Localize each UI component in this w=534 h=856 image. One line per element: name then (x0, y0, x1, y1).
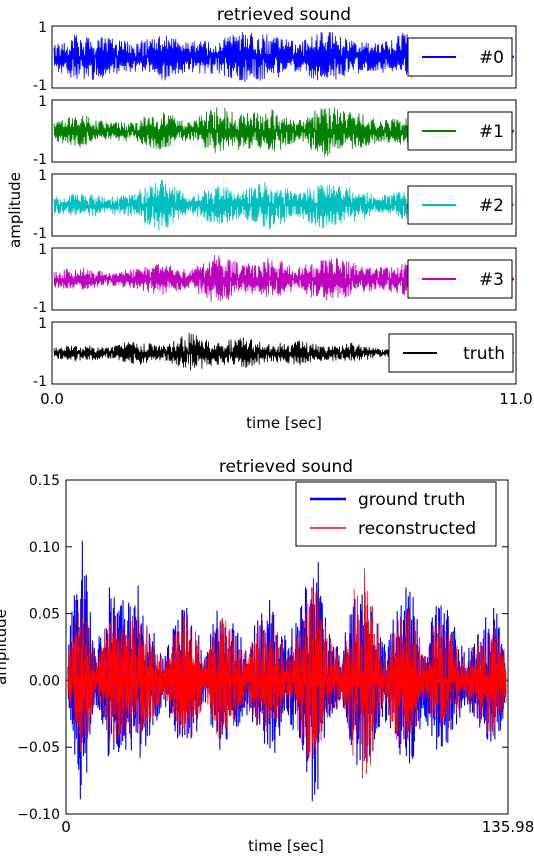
y-tick-label: 0.05 (29, 607, 60, 623)
panel-y-tick-bottom: -1 (33, 152, 47, 168)
bottom-chart-title: retrieved sound (219, 457, 353, 477)
panel-0: 1 -1 #0 (33, 20, 517, 94)
series-reconstructed (67, 568, 507, 779)
y-tick-label: 0.15 (29, 473, 60, 489)
bottom-chart-ylabel: amplitude (0, 609, 10, 685)
panel-legend-label: truth (463, 344, 505, 364)
panel-y-tick-top: 1 (38, 242, 47, 258)
panel-y-tick-top: 1 (38, 168, 47, 184)
panel-y-tick-bottom: -1 (33, 374, 47, 390)
top-chart-title: retrieved sound (217, 5, 351, 25)
bottom-legend: ground truth reconstructed (295, 481, 497, 547)
stacked-waveform-figure: retrieved sound amplitude 1-1#01-1#11-1#… (6, 5, 533, 432)
panel-4: 1 -1 truth (33, 316, 517, 390)
panel-3: 1 -1 #3 (33, 242, 517, 316)
panel-y-tick-top: 1 (38, 316, 47, 332)
y-tick-label: 0.10 (29, 540, 60, 556)
top-chart-ylabel: amplitude (6, 172, 24, 248)
bottom-x-tick-start: 0 (61, 818, 71, 836)
panel-y-tick-bottom: -1 (33, 78, 47, 94)
panel-frame (51, 247, 517, 311)
top-x-tick-end: 11.0 (499, 390, 532, 408)
panel-y-tick-bottom: -1 (33, 300, 47, 316)
overlay-waveform-figure: retrieved sound −0.10 −0.05 0.00 0.05 0.10 0.… (0, 457, 534, 855)
panel-frame (51, 173, 517, 237)
panel-y-tick-top: 1 (38, 94, 47, 110)
bottom-chart-xlabel: time [sec] (248, 837, 324, 855)
y-tick-label: 0.00 (29, 673, 60, 689)
panel-legend-label: #3 (479, 270, 504, 290)
legend-label-ground-truth: ground truth (358, 490, 465, 510)
bottom-legend-box (295, 481, 497, 547)
bottom-x-tick-end: 135.98 (482, 818, 534, 836)
legend-label-reconstructed: reconstructed (358, 519, 476, 539)
bottom-series-group (66, 540, 508, 802)
panel-y-tick-bottom: -1 (33, 226, 47, 242)
y-tick-label: −0.05 (17, 740, 60, 756)
panel-2: 1 -1 #2 (33, 168, 517, 242)
panel-legend-label: #1 (479, 122, 504, 142)
panel-frame (51, 321, 517, 385)
panel-legend-label: #2 (479, 196, 504, 216)
y-tick-label: −0.10 (17, 807, 60, 823)
panel-1: 1 -1 #1 (33, 94, 517, 168)
top-x-tick-start: 0.0 (40, 390, 64, 408)
bottom-y-axis: −0.10 −0.05 0.00 0.05 0.10 0.15 (17, 473, 508, 823)
panel-y-tick-top: 1 (38, 20, 47, 36)
top-chart-xlabel: time [sec] (246, 414, 322, 432)
panel-legend-label: #0 (479, 48, 504, 68)
panel-frame (51, 99, 517, 163)
panel-frame (51, 25, 517, 89)
bottom-plot-frame (65, 479, 509, 815)
